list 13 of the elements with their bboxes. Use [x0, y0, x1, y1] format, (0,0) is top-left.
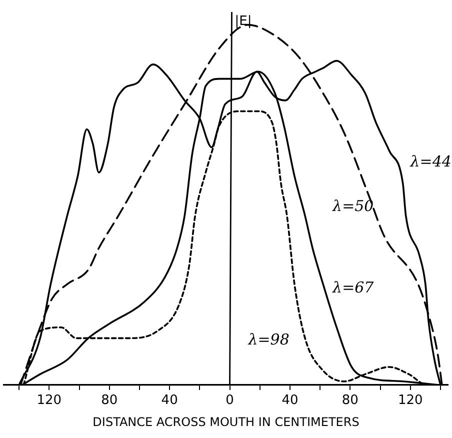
series-label: λ=44: [409, 152, 452, 170]
x-tick-label: 40: [282, 393, 298, 408]
x-tick-label: 80: [342, 393, 358, 408]
series-label: λ=98: [247, 330, 290, 348]
x-tick-label: 120: [36, 393, 62, 408]
x-tick-label: 120: [398, 393, 423, 408]
y-axis-title: |E|: [234, 14, 252, 29]
series-label: λ=50: [332, 196, 374, 215]
x-tick-label: 80: [101, 393, 118, 408]
series-label: λ=67: [332, 278, 374, 296]
x-tick-label: 0: [226, 393, 234, 408]
x-tick-label: 40: [161, 393, 178, 408]
x-axis-title: DISTANCE ACROSS MOUTH IN CENTIMETERS: [92, 414, 360, 429]
